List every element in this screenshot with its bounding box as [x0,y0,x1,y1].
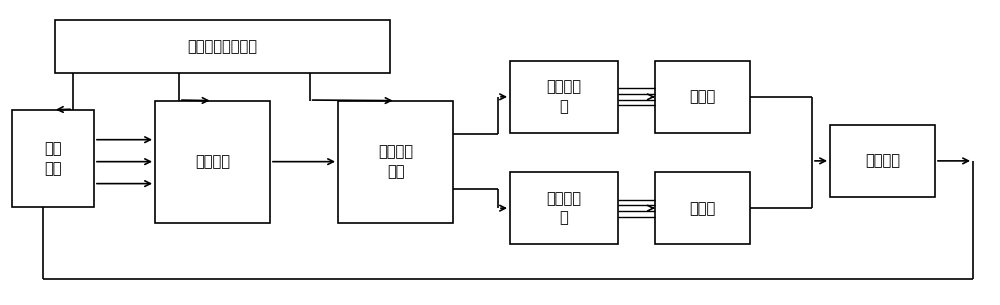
Bar [510,61,618,133]
Bar [338,101,453,223]
Text: 四相位时
钟: 四相位时 钟 [546,79,582,114]
Text: 电压
调整: 电压 调整 [44,141,62,176]
Text: 电荷泵: 电荷泵 [689,201,716,216]
Text: 四相位时
钟: 四相位时 钟 [546,191,582,226]
Bar [55,20,390,73]
Text: 电荷泵: 电荷泵 [689,89,716,104]
Text: 稳压电路: 稳压电路 [865,153,900,168]
Text: 降压电路: 降压电路 [195,154,230,169]
Bar [12,110,94,207]
Bar [155,101,270,223]
Bar [830,125,935,197]
Text: 时钟产生
电路: 时钟产生 电路 [378,144,413,179]
Text: 编程擦除控制电路: 编程擦除控制电路 [188,39,258,54]
Bar [655,172,750,244]
Bar [655,61,750,133]
Bar [510,172,618,244]
